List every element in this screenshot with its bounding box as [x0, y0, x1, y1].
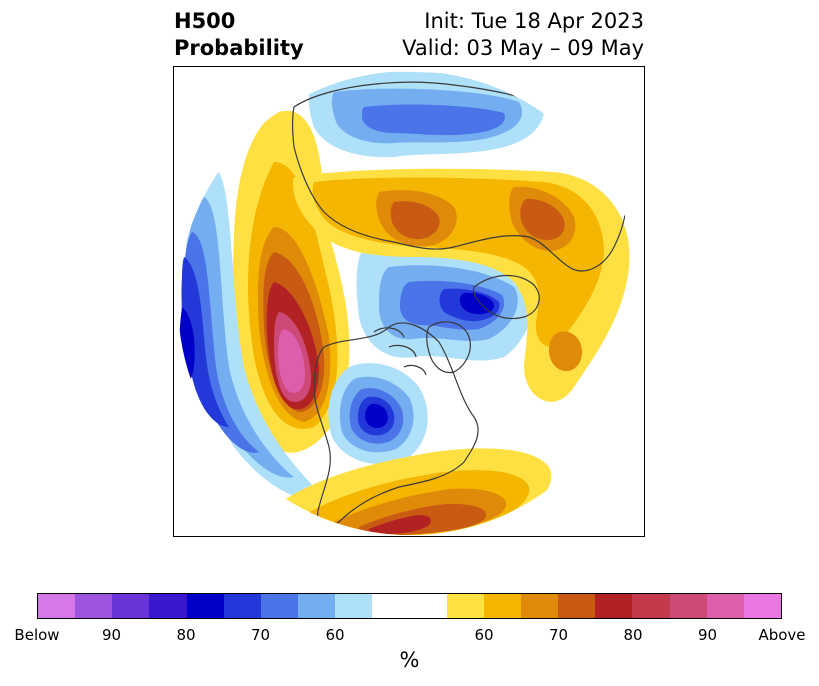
- colorbar-tick-label: 70: [548, 626, 569, 644]
- colorbar-tick-labels: Below 90 80 70 60 60 70 80 90 Above: [14, 626, 805, 646]
- colorbar-below-swatch: [186, 594, 224, 618]
- canada-anomaly-below-80: [365, 403, 388, 428]
- pacific-north-anomaly-above-70: [548, 331, 582, 372]
- colorbar-above-swatch: [669, 594, 707, 618]
- eurasia-anomaly-above-75: [390, 201, 440, 240]
- colorbar-tick-label: 80: [623, 626, 643, 644]
- map-title: H500 Probability: [174, 8, 304, 62]
- colorbar-tick-label: 80: [176, 626, 196, 644]
- colorbar-below-swatch: [38, 594, 76, 618]
- valid-period: Valid: 03 May – 09 May: [402, 36, 644, 60]
- siberia-anomaly-above-75: [520, 198, 565, 240]
- west-anomaly-below-70: [183, 232, 259, 453]
- colorbar-tick-label: 70: [250, 626, 271, 644]
- colorbar-tick-label: 60: [474, 626, 494, 644]
- colorbar-below-swatch: [149, 594, 187, 618]
- coastlines: [291, 81, 628, 527]
- colorbar-above-swatch: [558, 594, 596, 618]
- colorbar-below-swatch: [260, 594, 299, 618]
- colorbar-unit-label: %: [399, 648, 420, 672]
- colorbar-tick-label: 90: [697, 626, 718, 644]
- colorbar-tick-label: 60: [325, 626, 345, 644]
- probability-map: [173, 66, 645, 537]
- colorbar-above-swatch: [521, 594, 559, 618]
- coastline-arctic-islands: [373, 327, 427, 376]
- west-anomaly-below-65: [187, 197, 294, 478]
- west-anomaly-below-75: [181, 257, 229, 427]
- probability-map-svg: [179, 71, 630, 535]
- colorbar-above-swatch: [483, 594, 522, 618]
- colorbar-tick-label: Below: [14, 626, 60, 644]
- coastline-greenland: [426, 321, 471, 374]
- colorbar-neutral-swatch: [372, 594, 447, 618]
- europe-anomaly-below-70: [362, 104, 505, 136]
- coastline-north-america: [313, 322, 479, 527]
- forecast-dates: Init: Tue 18 Apr 2023 Valid: 03 May – 09…: [402, 8, 644, 62]
- colorbar-below-swatch: [112, 594, 150, 618]
- init-date: Init: Tue 18 Apr 2023: [424, 9, 644, 33]
- colorbar-above-swatch: [446, 594, 484, 618]
- pacific-anomaly-above-90: [278, 329, 305, 393]
- colorbar-tick-label: 90: [101, 626, 122, 644]
- coastline-eurasia: [291, 81, 628, 272]
- probability-colorbar: [37, 593, 782, 619]
- colorbar-below-swatch: [223, 594, 261, 618]
- us-anomaly-above-80: [368, 515, 431, 534]
- coastline-alaska: [472, 274, 540, 320]
- colorbar-above-swatch: [706, 594, 744, 618]
- title-product: Probability: [174, 36, 304, 60]
- title-variable: H500: [174, 9, 236, 33]
- colorbar-tick-label: Above: [758, 626, 806, 644]
- colorbar-above-swatch: [632, 594, 670, 618]
- colorbar-below-swatch: [75, 594, 113, 618]
- colorbar-below-swatch: [298, 594, 336, 618]
- colorbar-below-swatch: [335, 594, 373, 618]
- colorbar-above-swatch: [595, 594, 633, 618]
- colorbar-above-swatch: [743, 594, 782, 618]
